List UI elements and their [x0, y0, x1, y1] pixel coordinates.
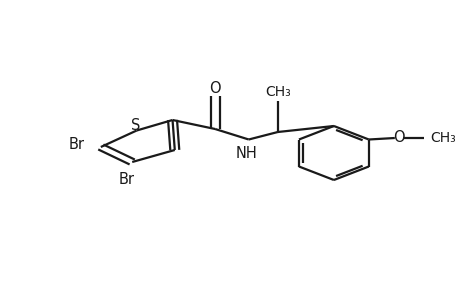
- Text: S: S: [131, 118, 140, 134]
- Text: CH₃: CH₃: [264, 85, 290, 99]
- Text: Br: Br: [118, 172, 134, 187]
- Text: CH₃: CH₃: [430, 131, 455, 145]
- Text: O: O: [392, 130, 404, 146]
- Text: Br: Br: [68, 137, 84, 152]
- Text: O: O: [209, 81, 220, 96]
- Text: NH: NH: [235, 146, 257, 160]
